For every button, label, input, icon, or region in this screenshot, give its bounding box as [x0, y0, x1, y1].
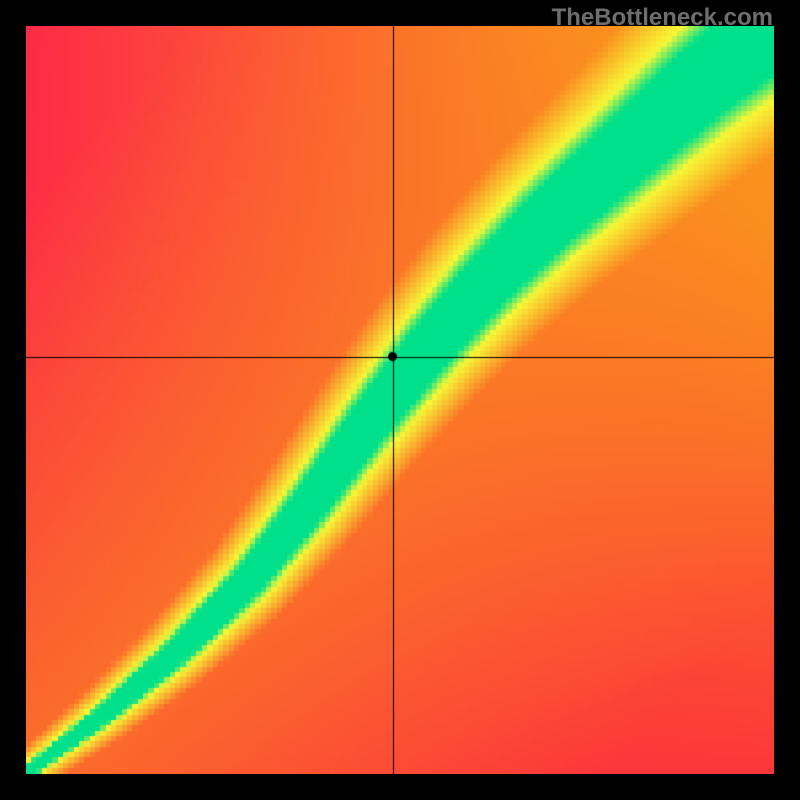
chart-container: TheBottleneck.com: [0, 0, 800, 800]
bottleneck-heatmap: [26, 26, 774, 774]
watermark-text: TheBottleneck.com: [552, 4, 773, 32]
